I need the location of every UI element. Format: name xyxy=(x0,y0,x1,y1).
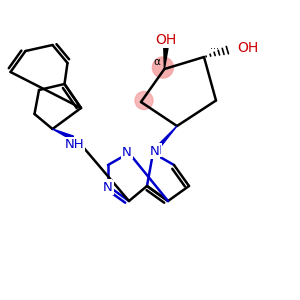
Text: N: N xyxy=(150,145,159,158)
Polygon shape xyxy=(152,126,177,154)
Circle shape xyxy=(152,57,173,78)
Polygon shape xyxy=(52,129,74,140)
Text: OH: OH xyxy=(155,34,176,47)
Circle shape xyxy=(135,92,153,110)
Text: N: N xyxy=(152,143,161,157)
Text: N: N xyxy=(103,181,113,194)
Text: ···: ··· xyxy=(210,44,219,55)
Text: OH: OH xyxy=(237,41,258,55)
Text: N: N xyxy=(102,179,111,193)
Text: N: N xyxy=(122,146,131,159)
Text: α: α xyxy=(154,57,160,68)
Text: NH: NH xyxy=(65,137,85,151)
Text: N: N xyxy=(123,145,132,158)
Polygon shape xyxy=(164,48,168,69)
